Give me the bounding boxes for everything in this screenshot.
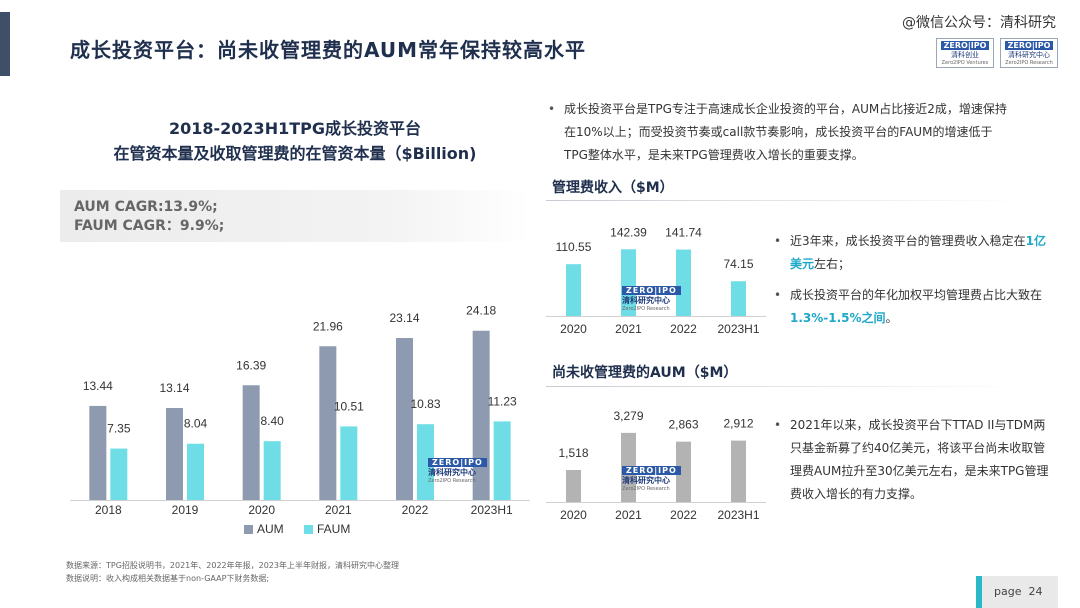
- fee-bullet: 近3年来，成长投资平台的管理费收入稳定在1亿美元左右；: [772, 230, 1052, 276]
- fee-bar: [676, 249, 691, 316]
- unpaid-aum-data-label: 2,912: [723, 417, 753, 431]
- fee-section-divider: [546, 200, 1026, 201]
- main-bar-chart: 13.44 7.35 2018 13.14 8.04 2019 16.39 8.40 2020 2…: [70, 304, 530, 536]
- bar-aum: [472, 330, 490, 500]
- x-tick-label: 2018: [95, 503, 122, 517]
- data-label-aum: 21.96: [313, 319, 343, 333]
- unpaid-bullet-list: 2021年以来，成长投资平台下TTAD II与TDM两只基金新募了约40亿美元，…: [772, 414, 1052, 506]
- slide-title: 成长投资平台：尚未收管理费的AUM常年保持较高水平: [70, 38, 587, 62]
- faum-cagr: FAUM CAGR：9.9%;: [74, 218, 225, 234]
- bar-faum: [110, 448, 128, 500]
- unpaid-aum-bar: [731, 440, 746, 502]
- fee-bar: [731, 281, 746, 316]
- fee-x-tick-label: 2021: [615, 322, 642, 336]
- data-label-faum: 10.83: [410, 397, 440, 411]
- fee-data-label: 141.74: [665, 226, 702, 240]
- footnote-source: 数据来源：TPG招股说明书，2021年、2022年年报，2023年上半年财报，清…: [66, 561, 399, 570]
- data-label-aum: 23.14: [389, 311, 419, 325]
- footnote-note: 数据说明：收入构成相关数据基于non-GAAP下财务数据;: [66, 574, 270, 583]
- page-number-box: page 24: [976, 576, 1058, 608]
- cagr-box: AUM CAGR:13.9%; FAUM CAGR：9.9%;: [60, 190, 530, 242]
- data-label-faum: 7.35: [107, 422, 131, 436]
- fee-section-title: 管理费收入（$M）: [552, 180, 674, 196]
- unpaid-aum-x-tick-label: 2021: [615, 508, 642, 522]
- fee-chart-badge: ZERO|IPO 清科研究中心 Zero2IPO Research: [622, 286, 681, 312]
- unpaid-aum-x-tick-label: 2022: [670, 508, 697, 522]
- aum-cagr: AUM CAGR:13.9%;: [74, 199, 218, 215]
- bar-aum: [166, 408, 183, 500]
- fee-bar-chart: 110.55 2020 142.39 2021 141.74 2022 74.15 2023H…: [546, 225, 766, 336]
- unpaid-aum-data-label: 1,518: [558, 446, 588, 460]
- data-label-faum: 8.04: [184, 417, 208, 431]
- unpaid-aum-data-label: 3,279: [613, 409, 643, 423]
- data-label-aum: 13.14: [159, 381, 189, 395]
- bar-faum: [417, 424, 434, 500]
- x-tick-label: 2022: [402, 503, 429, 517]
- unpaid-aum-bar: [566, 469, 581, 502]
- data-label-faum: 10.51: [334, 399, 364, 413]
- unpaid-aum-x-tick-label: 2020: [560, 508, 587, 522]
- bar-faum: [493, 421, 511, 500]
- fee-bullet-list: 近3年来，成长投资平台的管理费收入稳定在1亿美元左右； 成长投资平台的年化加权平…: [772, 230, 1052, 330]
- x-tick-label: 2020: [248, 503, 275, 517]
- unpaid-section-divider: [546, 386, 1026, 387]
- zero2ipo-ventures-logo: ZERO|IPO 清科创业 Zero2IPO Ventures: [936, 38, 994, 68]
- unpaid-section-title: 尚未收管理费的AUM（$M）: [552, 365, 738, 381]
- data-label-faum: 11.23: [488, 394, 517, 408]
- fee-data-label: 74.15: [723, 257, 753, 271]
- header-logos: ZERO|IPO 清科创业 Zero2IPO Ventures ZERO|IPO…: [936, 38, 1058, 68]
- bar-aum: [319, 346, 337, 500]
- bar-faum: [187, 443, 204, 500]
- x-tick-label: 2023H1: [471, 503, 513, 517]
- legend-swatch-faum: [304, 525, 313, 534]
- main-chart-badge: ZERO|IPO 清科研究中心 Zero2IPO Research: [428, 458, 487, 484]
- x-tick-label: 2021: [325, 503, 352, 517]
- bar-faum: [340, 426, 358, 500]
- main-chart-title-line1: 2018-2023H1TPG成长投资平台: [168, 119, 421, 138]
- page-number: 24: [1028, 585, 1043, 598]
- main-chart-title: 2018-2023H1TPG成长投资平台 在管资本量及收取管理费的在管资本量（$…: [60, 116, 530, 166]
- fee-bar: [621, 249, 636, 316]
- bar-aum: [242, 385, 260, 500]
- top-bullet-list: 成长投资平台是TPG专注于高速成长企业投资的平台，AUM占比接近2成，增速保持在…: [546, 98, 1016, 167]
- data-label-faum: 8.40: [260, 414, 284, 428]
- fee-bullet: 成长投资平台的年化加权平均管理费占比大致在1.3%-1.5%之间。: [772, 284, 1052, 330]
- fee-data-label: 142.39: [610, 225, 647, 239]
- page-label: page: [994, 585, 1022, 598]
- fee-bar: [566, 264, 581, 316]
- unpaid-aum-bar-chart: 1,518 2020 3,279 2021 2,863 2022 2,912 2023H1: [546, 409, 766, 522]
- bar-faum: [263, 441, 281, 500]
- unpaid-aum-bar: [676, 441, 691, 502]
- main-chart-title-line2: 在管资本量及收取管理费的在管资本量（$Billion): [113, 144, 477, 163]
- fee-data-label: 110.55: [556, 240, 592, 254]
- unpaid-aum-data-label: 2,863: [668, 418, 698, 432]
- bar-aum: [396, 338, 413, 500]
- fee-x-tick-label: 2020: [560, 322, 587, 336]
- unpaid-bullet: 2021年以来，成长投资平台下TTAD II与TDM两只基金新募了约40亿美元，…: [772, 414, 1052, 506]
- zero2ipo-research-logo: ZERO|IPO 清科研究中心 Zero2IPO Research: [1000, 38, 1058, 68]
- data-label-aum: 16.39: [236, 358, 266, 372]
- data-label-aum: 24.18: [466, 304, 496, 318]
- fee-x-tick-label: 2022: [670, 322, 697, 336]
- unpaid-chart-badge: ZERO|IPO 清科研究中心 Zero2IPO Research: [622, 466, 681, 492]
- x-tick-label: 2019: [172, 503, 199, 517]
- legend-label-faum: FAUM: [317, 522, 350, 536]
- top-bullet: 成长投资平台是TPG专注于高速成长企业投资的平台，AUM占比接近2成，增速保持在…: [546, 98, 1016, 167]
- legend-label-aum: AUM: [257, 522, 284, 536]
- left-accent-bar: [0, 12, 10, 76]
- legend-swatch-aum: [244, 525, 253, 534]
- fee-x-tick-label: 2023H1: [717, 322, 759, 336]
- bar-aum: [89, 405, 107, 500]
- data-label-aum: 13.44: [83, 379, 113, 393]
- watermark-text: @微信公众号：清科研究: [902, 15, 1056, 31]
- unpaid-aum-x-tick-label: 2023H1: [717, 508, 759, 522]
